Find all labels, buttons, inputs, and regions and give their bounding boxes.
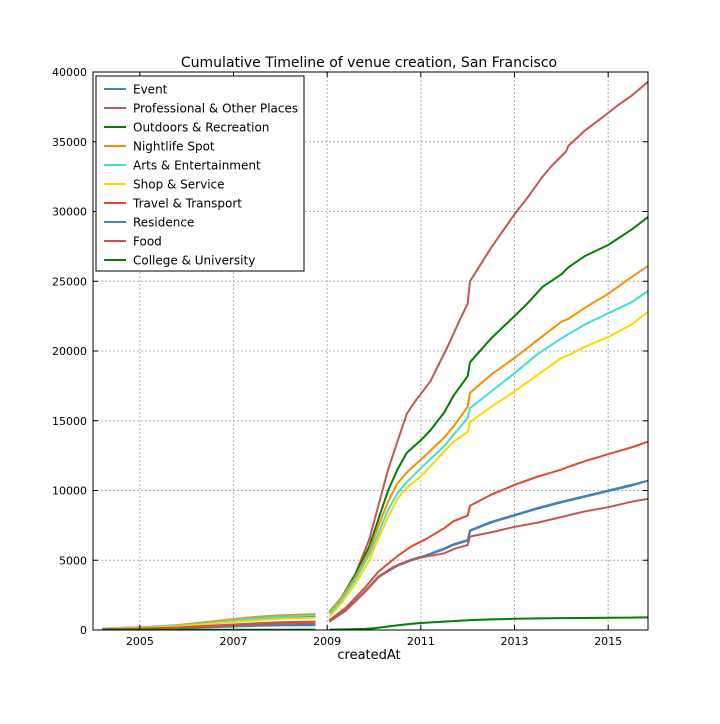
- legend-label-travel-transport: Travel & Transport: [132, 197, 242, 211]
- series-line-arts-entertainment: [102, 290, 648, 630]
- legend-box: [95, 75, 305, 272]
- y-tick-label: 0: [80, 624, 87, 637]
- legend-label-outdoors-recreation: Outdoors & Recreation: [133, 121, 269, 135]
- series-line-residence: [102, 479, 648, 630]
- y-tick-label: 30000: [52, 206, 87, 219]
- x-tick-label: 2009: [313, 635, 341, 648]
- legend: Event Professional & Other Places Outdoors…: [95, 75, 305, 272]
- legend-label-college-university: College & University: [133, 254, 255, 268]
- legend-label-shop-service: Shop & Service: [133, 178, 225, 192]
- legend-label-residence: Residence: [133, 216, 194, 230]
- series-line-outdoors-recreation: [102, 216, 648, 630]
- legend-label-event: Event: [133, 83, 168, 97]
- series-line-event: [102, 479, 648, 630]
- x-tick-label: 2005: [126, 635, 154, 648]
- x-axis-label: createdAt: [337, 648, 400, 663]
- y-tick-label: 10000: [52, 485, 87, 498]
- y-tick-label: 5000: [59, 554, 87, 567]
- x-tick-label: 2007: [220, 635, 248, 648]
- legend-label-nightlife-spot: Nightlife Spot: [133, 140, 215, 154]
- legend-label-arts-entertainment: Arts & Entertainment: [133, 159, 261, 173]
- y-tick-label: 15000: [52, 415, 87, 428]
- axis-ticks: 2005 2007 2009 2011 2013 2015 0 5000 10000 15000 2…: [52, 66, 648, 648]
- y-tick-label: 40000: [52, 66, 87, 79]
- legend-label-food: Food: [133, 235, 162, 249]
- x-tick-label: 2015: [594, 635, 622, 648]
- x-tick-label: 2013: [501, 635, 529, 648]
- y-tick-label: 20000: [52, 345, 87, 358]
- y-tick-label: 35000: [52, 136, 87, 149]
- y-tick-label: 25000: [52, 275, 87, 288]
- chart-title: Cumulative Timeline of venue creation, S…: [181, 55, 557, 71]
- legend-label-professional-other-places: Professional & Other Places: [133, 102, 298, 116]
- x-tick-label: 2011: [407, 635, 435, 648]
